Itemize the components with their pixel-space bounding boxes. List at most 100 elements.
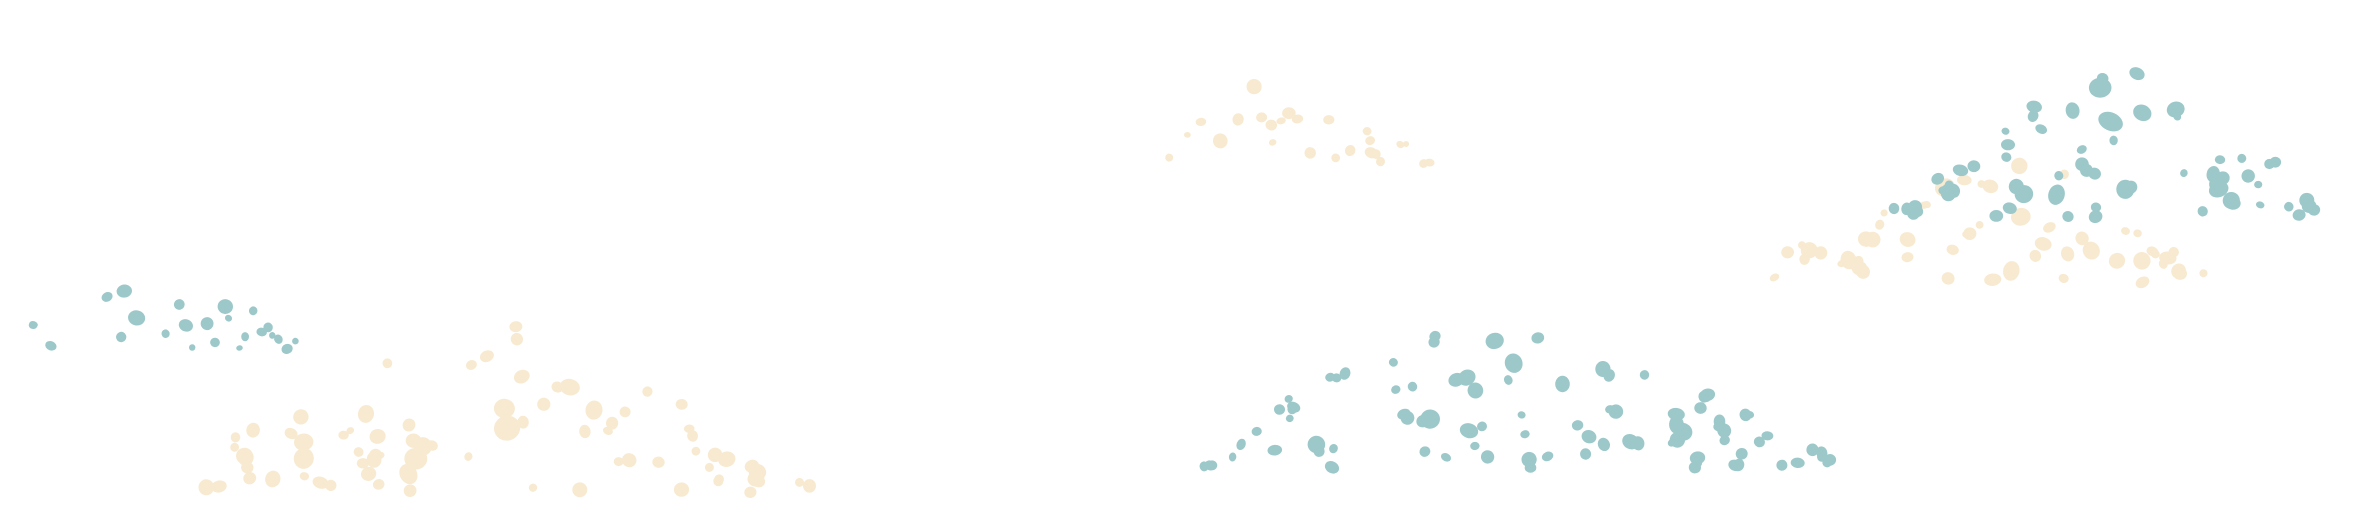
cloud-speck [1521, 451, 1537, 468]
cloud-speck [464, 452, 473, 461]
cloud-speck [2301, 199, 2317, 213]
cloud-speck [1284, 395, 1293, 403]
cloud-speck [1899, 232, 1916, 247]
cloud-speck [1329, 443, 1338, 454]
cloud-speck [1470, 441, 1480, 451]
cloud-speck [230, 432, 241, 443]
cloud-speck [704, 462, 714, 472]
cloud-speck [1324, 461, 1340, 474]
cloud-speck [404, 447, 428, 470]
cloud-speck [744, 486, 757, 499]
cloud-speck [1339, 367, 1351, 380]
cloud-speck [1822, 456, 1833, 468]
cloud-speck [2222, 191, 2240, 210]
cloud-speck [299, 472, 310, 481]
cloud-speck [1875, 219, 1885, 230]
cloud-speck [2214, 155, 2226, 165]
cloud-speck [1236, 438, 1246, 451]
cloud-speck [2075, 157, 2089, 171]
cloud-speck [116, 331, 127, 343]
cloud-speck [2048, 184, 2065, 205]
cloud-speck [2159, 251, 2177, 265]
cloud-speck [238, 450, 254, 467]
cloud-speck [2133, 252, 2151, 270]
cloud-speck [1857, 231, 1875, 247]
cloud-speck [579, 424, 591, 439]
cloud-speck [1595, 361, 1611, 377]
cloud-speck [2292, 209, 2306, 221]
cloud-speck [687, 430, 699, 442]
cloud-speck [1957, 174, 1972, 186]
cloud-speck [312, 476, 329, 489]
cloud-speck [1375, 156, 1386, 167]
cloud-speck [211, 480, 227, 493]
cloud-speck [2121, 227, 2130, 235]
cloud-speck [2026, 100, 2042, 113]
cloud-speck [265, 470, 281, 488]
cloud-speck [1984, 273, 2002, 286]
cloud-speck [1165, 153, 1174, 162]
cloud-speck [2062, 211, 2074, 222]
cloud-speck [346, 427, 355, 435]
cloud-speck [360, 466, 377, 481]
cloud-speck [1285, 414, 1294, 423]
cloud-speck [2129, 67, 2145, 81]
cloud-speck [1477, 421, 1487, 432]
cloud-speck [1419, 446, 1431, 457]
cloud-speck [1391, 385, 1401, 394]
cloud-speck [1276, 117, 1286, 125]
cloud-speck [1753, 436, 1765, 448]
cloud-speck [795, 477, 804, 487]
cloud-speck [510, 332, 524, 346]
cloud-speck [210, 337, 220, 348]
cloud-speck [707, 447, 723, 463]
cloud-speck [2180, 169, 2188, 178]
cloud-speck [2197, 206, 2208, 217]
cloud-speck [513, 369, 530, 384]
cloud-speck [353, 447, 364, 457]
cloud-speck [2035, 124, 2048, 134]
cloud-speck [1267, 444, 1283, 456]
cloud-speck [198, 479, 215, 496]
cloud-speck [293, 447, 314, 469]
cloud-speck [1977, 180, 1986, 188]
cloud-speck [564, 385, 577, 396]
cloud-speck [369, 448, 383, 462]
cloud-speck [1251, 426, 1262, 436]
cloud-speck [465, 360, 477, 370]
cloud-speck [1732, 458, 1745, 472]
cloud-speck [376, 451, 385, 459]
cloud-speck [1739, 408, 1752, 422]
cloud-speck [1256, 112, 1268, 123]
cloud-speck [1769, 273, 1780, 282]
cloud-speck [248, 306, 258, 316]
cloud-speck [1798, 241, 1806, 250]
cloud-speck [161, 329, 170, 338]
cloud-speck [1504, 353, 1523, 373]
cloud-speck [116, 284, 132, 298]
cloud-speck [294, 433, 314, 451]
cloud-speck [1325, 372, 1336, 382]
cloud-speck [2027, 110, 2039, 122]
cloud-speck [479, 350, 494, 363]
cloud-speck [2029, 249, 2042, 262]
cloud-cream-large-left [198, 321, 816, 499]
cloud-speck [1517, 411, 1526, 419]
cloud-cream-small-top-center [1165, 78, 1435, 168]
cloud-speck [2241, 169, 2255, 183]
cloud-speck [2255, 201, 2265, 209]
cloud-speck [803, 479, 816, 493]
cloud-speck [1713, 422, 1723, 432]
cloud-speck [426, 440, 438, 451]
cloud-speck [2002, 202, 2017, 215]
cloud-speck [356, 458, 370, 469]
cloud-speck [1282, 107, 1296, 120]
cloud-speck [292, 337, 299, 345]
cloud-speck [1946, 244, 1959, 255]
cloud-speck [2237, 153, 2247, 163]
cloud-speck [585, 400, 603, 420]
cloud-speck [1814, 246, 1828, 260]
cloud-speck [2001, 139, 2015, 151]
cloud-speck [2001, 152, 2012, 162]
cloud-speck [1555, 375, 1570, 393]
